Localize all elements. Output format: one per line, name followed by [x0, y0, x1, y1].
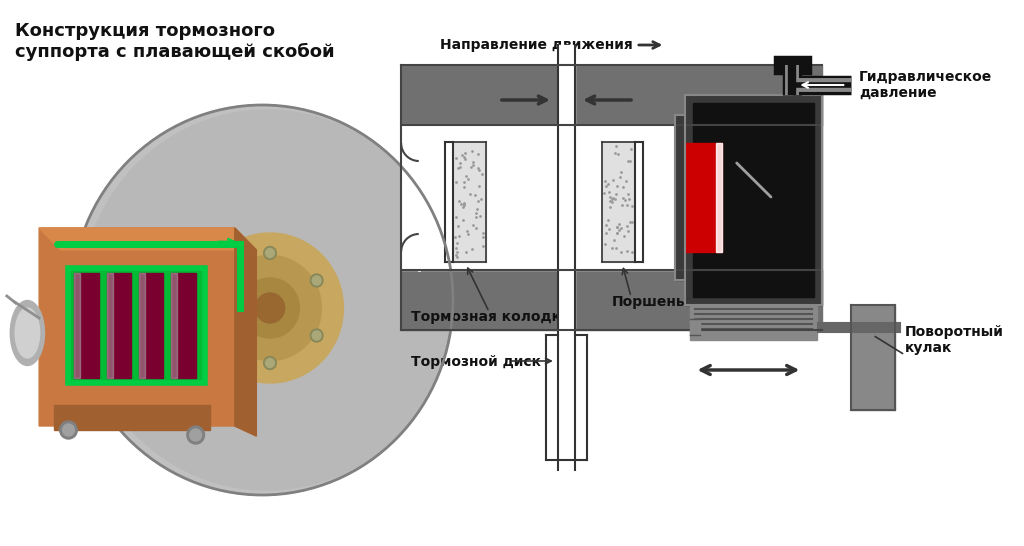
Ellipse shape	[197, 233, 343, 383]
Text: Тормозная колодка: Тормозная колодка	[411, 310, 570, 324]
Bar	[635, 142, 643, 262]
Bar	[171, 273, 196, 378]
Bar	[722, 141, 806, 254]
Ellipse shape	[310, 329, 323, 342]
Ellipse shape	[72, 105, 453, 495]
Polygon shape	[39, 228, 256, 436]
Bar	[139, 273, 164, 378]
Bar	[690, 319, 699, 335]
Text: Поршень: Поршень	[611, 295, 685, 309]
Bar	[401, 270, 822, 330]
Ellipse shape	[62, 424, 75, 436]
Ellipse shape	[263, 357, 276, 370]
Ellipse shape	[265, 248, 274, 258]
Polygon shape	[54, 405, 210, 430]
Ellipse shape	[81, 110, 453, 490]
Ellipse shape	[219, 331, 227, 340]
Ellipse shape	[59, 421, 77, 439]
Bar	[690, 305, 817, 340]
Ellipse shape	[263, 246, 276, 259]
Bar	[558, 45, 575, 535]
Bar	[106, 273, 113, 378]
Ellipse shape	[10, 300, 44, 365]
Bar	[685, 143, 722, 252]
Bar	[453, 142, 486, 262]
Ellipse shape	[255, 293, 285, 323]
Ellipse shape	[241, 278, 299, 338]
Text: Гидравлическое
давление: Гидравлическое давление	[859, 70, 992, 100]
Bar	[75, 273, 80, 378]
Bar	[75, 273, 98, 378]
Ellipse shape	[219, 256, 322, 360]
Ellipse shape	[312, 276, 322, 285]
Bar	[69, 268, 206, 383]
Ellipse shape	[219, 276, 227, 285]
Bar	[546, 335, 587, 460]
Bar	[685, 95, 822, 305]
Ellipse shape	[189, 429, 202, 441]
Text: Поворотный
кулак: Поворотный кулак	[905, 325, 1004, 355]
Bar	[139, 273, 144, 378]
Text: Направление движения: Направление движения	[440, 38, 633, 52]
Bar	[171, 273, 177, 378]
Polygon shape	[234, 228, 256, 436]
Ellipse shape	[217, 329, 229, 342]
Bar	[851, 305, 895, 410]
Ellipse shape	[265, 359, 274, 367]
Bar	[602, 142, 635, 262]
Bar	[401, 125, 822, 270]
Bar	[445, 142, 453, 262]
Bar	[401, 65, 822, 125]
Bar	[106, 273, 131, 378]
Ellipse shape	[217, 274, 229, 287]
Polygon shape	[39, 228, 256, 250]
Text: Конструкция тормозного
суппорта с плавающей скобой: Конструкция тормозного суппорта с плаваю…	[14, 22, 334, 61]
Bar	[716, 143, 722, 252]
Bar	[675, 115, 685, 280]
Bar	[69, 268, 206, 383]
Ellipse shape	[310, 274, 323, 287]
Ellipse shape	[312, 331, 322, 340]
Bar	[692, 103, 814, 297]
Ellipse shape	[186, 426, 205, 444]
Text: Тормозной диск: Тормозной диск	[411, 355, 541, 369]
Ellipse shape	[15, 308, 40, 358]
